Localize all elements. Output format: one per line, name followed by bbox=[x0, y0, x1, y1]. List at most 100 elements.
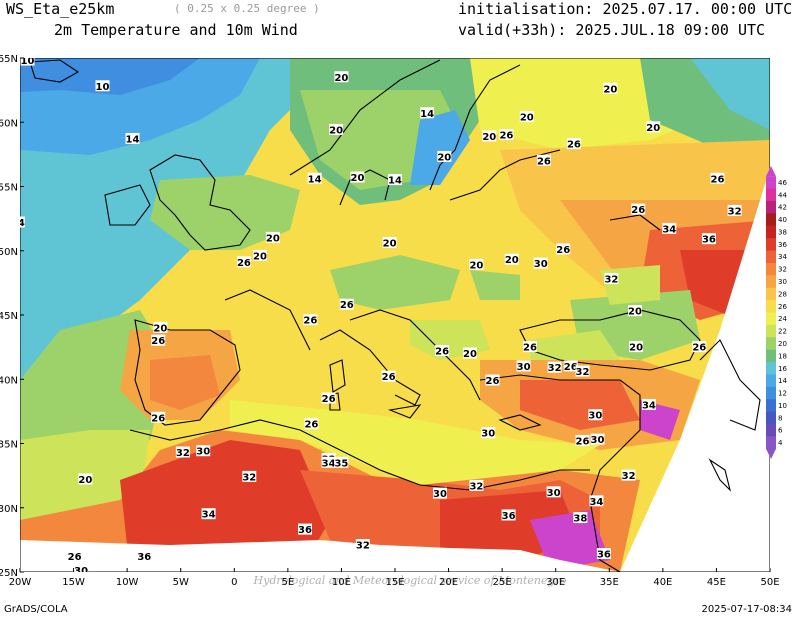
contour-label: 20 bbox=[351, 173, 365, 184]
contour-label-bg bbox=[420, 107, 435, 119]
lon-tick-label: 10W bbox=[116, 577, 139, 588]
contour-label: 26 bbox=[576, 436, 590, 447]
colorbar-value: 14 bbox=[778, 377, 787, 385]
colorbar-swatch bbox=[766, 176, 776, 190]
contour-label-bg bbox=[641, 398, 656, 410]
contour-label: 10 bbox=[21, 56, 35, 67]
colorbar-value: 36 bbox=[778, 241, 787, 249]
lon-tick-label: 20W bbox=[9, 577, 32, 588]
lon-tick-label: 15E bbox=[385, 577, 404, 588]
contour-label-bg bbox=[575, 365, 590, 377]
contour-label: 26 bbox=[435, 346, 449, 357]
contour-label-bg bbox=[727, 204, 742, 216]
contour-label-bg bbox=[563, 360, 578, 372]
contour-label-bg bbox=[435, 344, 450, 356]
contour-label-bg bbox=[692, 341, 707, 353]
colorbar-swatch bbox=[766, 262, 776, 276]
lon-tick-label: 40E bbox=[653, 577, 672, 588]
colorbar-value: 34 bbox=[778, 253, 787, 261]
contour-label: 38 bbox=[573, 514, 587, 525]
contour-label-bg bbox=[469, 258, 484, 270]
colorbar-value: 28 bbox=[778, 290, 787, 298]
contour-label-bg bbox=[573, 512, 588, 524]
contour-label-bg bbox=[481, 427, 496, 439]
lon-tick-label: 45E bbox=[707, 577, 726, 588]
contour-label: 14 bbox=[420, 109, 434, 120]
contour-label-bg bbox=[151, 334, 166, 346]
contour-label-bg bbox=[662, 222, 677, 234]
contour-label-bg bbox=[604, 273, 619, 285]
contour-label-bg bbox=[265, 231, 280, 243]
colorbar-swatch bbox=[766, 436, 776, 450]
colorbar-value: 38 bbox=[778, 228, 787, 236]
contour-label: 32 bbox=[469, 481, 483, 492]
colorbar-swatch bbox=[766, 250, 776, 264]
contour-label-bg bbox=[547, 361, 562, 373]
contour-label: 26 bbox=[564, 362, 578, 373]
colorbar-value: 6 bbox=[778, 427, 783, 435]
contour-label: 34 bbox=[202, 510, 216, 521]
contour-label-bg bbox=[621, 469, 636, 481]
contour-label-bg bbox=[20, 58, 35, 66]
software-label: GrADS/COLA bbox=[4, 604, 68, 615]
colorbar-swatch bbox=[766, 275, 776, 289]
contour-label-bg bbox=[78, 473, 93, 485]
contour-label-bg bbox=[321, 392, 336, 404]
contour-label-bg bbox=[329, 123, 344, 135]
contour-labels: 10 10 14 14 14 14 14 20 20 20 20 20 20 20 20 20 20 20 20 20… bbox=[20, 56, 742, 577]
contour-label: 26 bbox=[151, 336, 165, 347]
contour-label-bg bbox=[437, 150, 452, 162]
colorbar-value: 26 bbox=[778, 303, 787, 311]
contour-label: 36 bbox=[502, 511, 516, 522]
map-axes: 20W 15W 10W 5W 0 5E 10E 15E 20E 25E 30E 35E 40E 45E 50… bbox=[0, 54, 780, 588]
lon-tick-label: 25E bbox=[493, 577, 512, 588]
contour-label-bg bbox=[596, 548, 611, 560]
lat-tick-label: 30N bbox=[0, 504, 18, 515]
contour-label-bg bbox=[339, 298, 354, 310]
lat-tick-label: 35N bbox=[0, 440, 18, 451]
colorbar-swatch bbox=[766, 362, 776, 375]
colorbar-swatch bbox=[766, 200, 776, 214]
contour-label: 26 bbox=[304, 420, 318, 431]
contour-label-bg bbox=[701, 233, 716, 245]
contour-label: 32 bbox=[576, 367, 590, 378]
contour-label-bg bbox=[546, 486, 561, 498]
colorbar-value: 24 bbox=[778, 315, 787, 323]
colorbar-value: 40 bbox=[778, 216, 787, 224]
contour-label: 20 bbox=[482, 132, 496, 143]
contour-label: 20 bbox=[469, 260, 483, 271]
contour-label-bg bbox=[153, 321, 168, 333]
contour-label-bg bbox=[382, 237, 397, 249]
contour-label: 26 bbox=[523, 343, 537, 354]
contour-label-bg bbox=[196, 445, 211, 457]
contour-label: 26 bbox=[692, 343, 706, 354]
grid-resolution: ( 0.25 x 0.25 degree ) bbox=[174, 2, 320, 15]
colorbar-value: 44 bbox=[778, 191, 787, 199]
contour-label: 36 bbox=[298, 525, 312, 536]
contour-label-bg bbox=[519, 111, 534, 123]
colorbar-value: 4 bbox=[778, 439, 783, 447]
contour-label: 26 bbox=[303, 316, 317, 327]
contour-label: 32 bbox=[176, 448, 190, 459]
contour-label-bg bbox=[463, 347, 477, 359]
contour-label: 20 bbox=[629, 343, 643, 354]
lat-tick-label: 25N bbox=[0, 568, 18, 579]
colorbar-value: 20 bbox=[778, 340, 787, 348]
contour-label-bg bbox=[469, 479, 484, 491]
temperature-field bbox=[20, 58, 770, 572]
contour-label: 26 bbox=[537, 156, 551, 167]
contour-label: 35 bbox=[334, 458, 348, 469]
lon-tick-label: 10E bbox=[332, 577, 351, 588]
contour-label-bg bbox=[307, 172, 322, 184]
colorbar-swatch bbox=[766, 213, 776, 227]
contour-label: 34 bbox=[322, 458, 336, 469]
contour-label-bg bbox=[566, 138, 581, 150]
colorbar-swatch bbox=[766, 312, 776, 326]
contour-label-bg bbox=[631, 203, 646, 215]
contour-label: 36 bbox=[702, 235, 716, 246]
contour-label: 30 bbox=[74, 566, 88, 577]
contour-label-bg bbox=[556, 243, 571, 255]
contour-label: 30 bbox=[588, 411, 602, 422]
contour-label: 34 bbox=[642, 400, 656, 411]
